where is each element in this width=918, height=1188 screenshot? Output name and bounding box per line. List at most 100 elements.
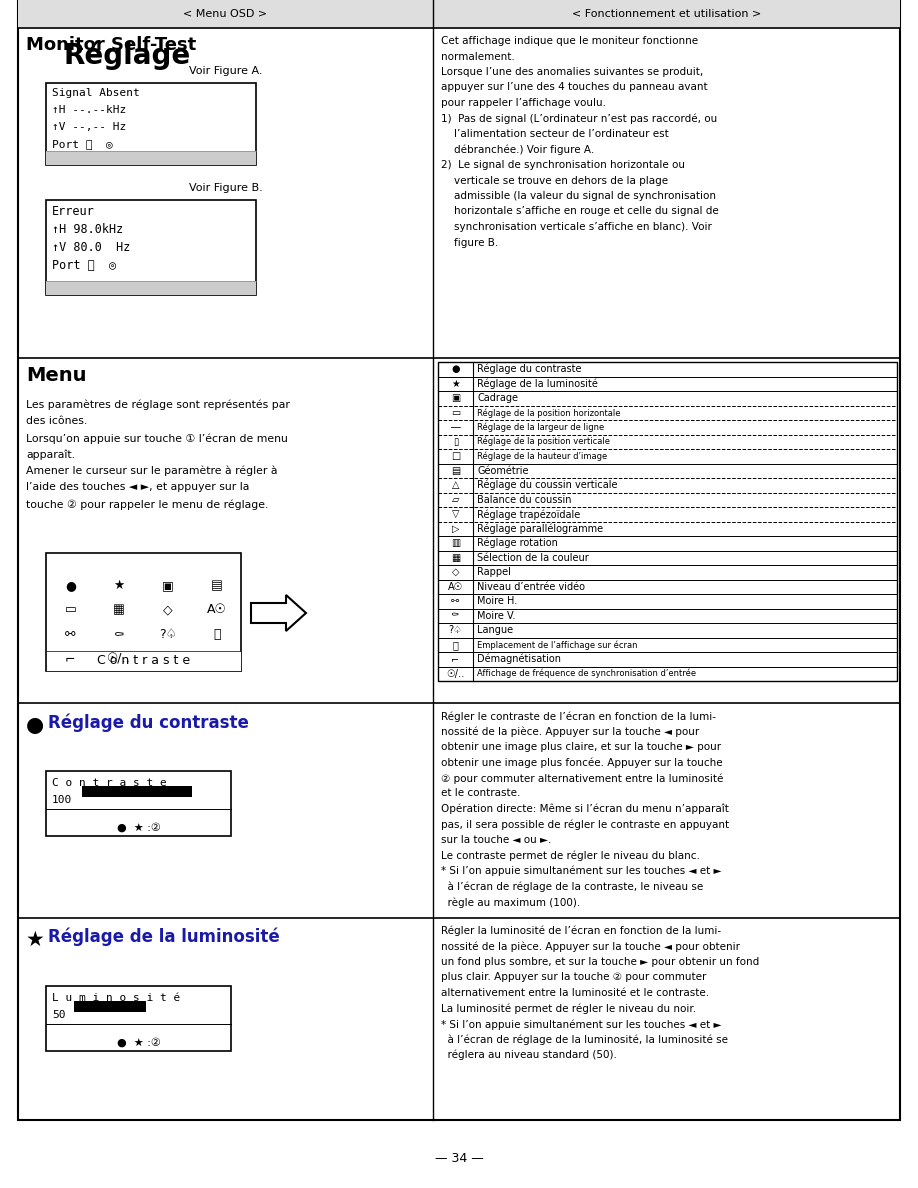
Text: Réglage: Réglage: [63, 42, 190, 70]
Text: Voir Figure B.: Voir Figure B.: [188, 183, 263, 192]
Text: ▤: ▤: [211, 579, 222, 592]
Text: Voir Figure A.: Voir Figure A.: [189, 67, 263, 76]
Bar: [46, 651, 241, 671]
Text: Menu: Menu: [26, 366, 86, 385]
Text: * Si l’on appuie simultanément sur les touches ◄ et ►: * Si l’on appuie simultanément sur les t…: [441, 866, 722, 877]
Text: 2)  Le signal de synchronisation horizontale ou: 2) Le signal de synchronisation horizont…: [441, 160, 685, 170]
Text: pour rappeler l’affichage voulu.: pour rappeler l’affichage voulu.: [441, 97, 606, 108]
Text: Moire H.: Moire H.: [477, 596, 517, 606]
Text: ↑H 98.0kHz: ↑H 98.0kHz: [52, 223, 123, 236]
Text: Balance du coussin: Balance du coussin: [477, 494, 572, 505]
Text: Lorsqu’on appuie sur touche ① l’écran de menu: Lorsqu’on appuie sur touche ① l’écran de…: [26, 432, 288, 443]
Text: ▭: ▭: [64, 604, 76, 617]
Text: sur la touche ◄ ou ►.: sur la touche ◄ ou ►.: [441, 835, 552, 845]
Text: Amener le curseur sur le paramètre à régler à: Amener le curseur sur le paramètre à rég…: [26, 466, 277, 476]
Text: ☉/‥: ☉/‥: [446, 669, 465, 678]
Bar: [74, 1001, 146, 1012]
Text: ▱: ▱: [452, 494, 459, 505]
Text: ▣: ▣: [451, 393, 460, 403]
Bar: [82, 786, 192, 797]
Text: horizontale s’affiche en rouge et celle du signal de: horizontale s’affiche en rouge et celle …: [441, 207, 719, 216]
Text: ●: ●: [452, 365, 460, 374]
Text: apparaît.: apparaît.: [26, 449, 75, 460]
Bar: [46, 200, 256, 295]
Text: Monitor Self-Test: Monitor Self-Test: [26, 36, 196, 53]
Text: Réglage rotation: Réglage rotation: [477, 538, 558, 549]
Text: l’aide des touches ◄ ►, et appuyer sur la: l’aide des touches ◄ ►, et appuyer sur l…: [26, 482, 250, 493]
Text: Régler la luminosité de l’écran en fonction de la lumi-: Régler la luminosité de l’écran en fonct…: [441, 925, 722, 936]
Text: 50: 50: [52, 1010, 65, 1020]
Text: Sélection de la couleur: Sélection de la couleur: [477, 552, 588, 563]
Text: △: △: [452, 480, 459, 491]
Text: ●  ★ :②: ● ★ :②: [117, 1038, 161, 1048]
Text: normalement.: normalement.: [441, 51, 515, 62]
Text: ⚯: ⚯: [65, 627, 75, 640]
Text: nossité de la pièce. Appuyer sur la touche ◄ pour: nossité de la pièce. Appuyer sur la touc…: [441, 727, 700, 737]
Text: C o n t r a s t e: C o n t r a s t e: [52, 778, 167, 788]
Text: ―: ―: [451, 422, 460, 432]
Text: obtenir une image plus claire, et sur la touche ► pour: obtenir une image plus claire, et sur la…: [441, 742, 722, 752]
Text: figure B.: figure B.: [441, 238, 498, 247]
Text: Opération directe: Même si l’écran du menu n’apparaît: Opération directe: Même si l’écran du me…: [441, 804, 729, 815]
Text: ⚰: ⚰: [452, 611, 460, 621]
Text: □: □: [451, 451, 460, 461]
Text: ⌶: ⌶: [453, 640, 458, 650]
Text: ▷: ▷: [452, 524, 459, 533]
Text: Réglage du contraste: Réglage du contraste: [48, 713, 249, 732]
Text: appuyer sur l’une des 4 touches du panneau avant: appuyer sur l’une des 4 touches du panne…: [441, 82, 708, 93]
Text: règle au maximum (100).: règle au maximum (100).: [441, 897, 580, 908]
Text: Réglage de la position horizontale: Réglage de la position horizontale: [477, 407, 621, 417]
Text: Réglage du coussin verticale: Réglage du coussin verticale: [477, 480, 618, 491]
Text: alternativement entre la luminosité et le contraste.: alternativement entre la luminosité et l…: [441, 988, 709, 998]
Text: à l’écran de réglage de la contraste, le niveau se: à l’écran de réglage de la contraste, le…: [441, 881, 703, 892]
Text: ●: ●: [65, 579, 76, 592]
Text: admissible (la valeur du signal de synchronisation: admissible (la valeur du signal de synch…: [441, 191, 716, 201]
Text: ★: ★: [114, 579, 125, 592]
Text: Réglage trapézoïdale: Réglage trapézoïdale: [477, 508, 580, 519]
Text: ☉/‥: ☉/‥: [107, 652, 131, 665]
Text: ▯: ▯: [453, 437, 458, 447]
Text: Le contraste permet de régler le niveau du blanc.: Le contraste permet de régler le niveau …: [441, 851, 700, 861]
Text: Niveau d’entrée vidéo: Niveau d’entrée vidéo: [477, 582, 585, 592]
Text: Réglage de la luminosité: Réglage de la luminosité: [48, 928, 280, 947]
Text: ↑H --.--kHz: ↑H --.--kHz: [52, 105, 127, 115]
Text: Cadrage: Cadrage: [477, 393, 518, 403]
Text: C o n t r a s t e: C o n t r a s t e: [97, 655, 190, 668]
Text: et le contraste.: et le contraste.: [441, 789, 521, 798]
Text: ↑V 80.0  Hz: ↑V 80.0 Hz: [52, 241, 130, 254]
Text: 1)  Pas de signal (L’ordinateur n’est pas raccordé, ou: 1) Pas de signal (L’ordinateur n’est pas…: [441, 114, 717, 124]
Text: Affichage de fréquence de synchronisation d’entrée: Affichage de fréquence de synchronisatio…: [477, 669, 696, 678]
Text: nossité de la pièce. Appuyer sur la touche ◄ pour obtenir: nossité de la pièce. Appuyer sur la touc…: [441, 942, 740, 952]
Text: à l’écran de réglage de la luminosité, la luminosité se: à l’écran de réglage de la luminosité, l…: [441, 1035, 728, 1045]
Text: ⌐: ⌐: [452, 655, 460, 664]
Text: ⌐: ⌐: [65, 652, 75, 665]
Text: Port ⎙  ◎: Port ⎙ ◎: [52, 139, 113, 148]
Text: pas, il sera possible de régler le contraste en appuyant: pas, il sera possible de régler le contr…: [441, 820, 729, 830]
Text: ★: ★: [451, 379, 460, 388]
Text: ▦: ▦: [451, 552, 460, 563]
Text: Moire V.: Moire V.: [477, 611, 515, 621]
Text: Réglage du contraste: Réglage du contraste: [477, 364, 581, 374]
Text: Réglage de la position verticale: Réglage de la position verticale: [477, 437, 610, 447]
Text: Régler le contraste de l’écran en fonction de la lumi-: Régler le contraste de l’écran en foncti…: [441, 710, 716, 721]
Text: Lorsque l’une des anomalies suivantes se produit,: Lorsque l’une des anomalies suivantes se…: [441, 67, 703, 77]
Text: Réglage de la luminosité: Réglage de la luminosité: [477, 379, 598, 388]
Bar: [433, 0, 900, 29]
Text: ↑V --,-- Hz: ↑V --,-- Hz: [52, 122, 127, 132]
Bar: [46, 986, 231, 1051]
Text: A☉: A☉: [207, 604, 227, 617]
Bar: [46, 151, 256, 165]
Text: ◇: ◇: [452, 567, 459, 577]
Text: ▥: ▥: [451, 538, 460, 548]
Text: ▣: ▣: [162, 579, 174, 592]
Polygon shape: [251, 595, 306, 631]
Text: L u m i n o s i t é: L u m i n o s i t é: [52, 993, 180, 1003]
Text: l’alimentation secteur de l’ordinateur est: l’alimentation secteur de l’ordinateur e…: [441, 129, 668, 139]
Text: Erreur: Erreur: [52, 206, 95, 219]
Text: obtenir une image plus foncée. Appuyer sur la touche: obtenir une image plus foncée. Appuyer s…: [441, 758, 722, 767]
Text: Langue: Langue: [477, 625, 513, 636]
Text: Réglage de la hauteur d’image: Réglage de la hauteur d’image: [477, 451, 607, 461]
Text: — 34 —: — 34 —: [434, 1152, 484, 1165]
Bar: [46, 552, 241, 671]
Text: ⚰: ⚰: [114, 627, 124, 640]
